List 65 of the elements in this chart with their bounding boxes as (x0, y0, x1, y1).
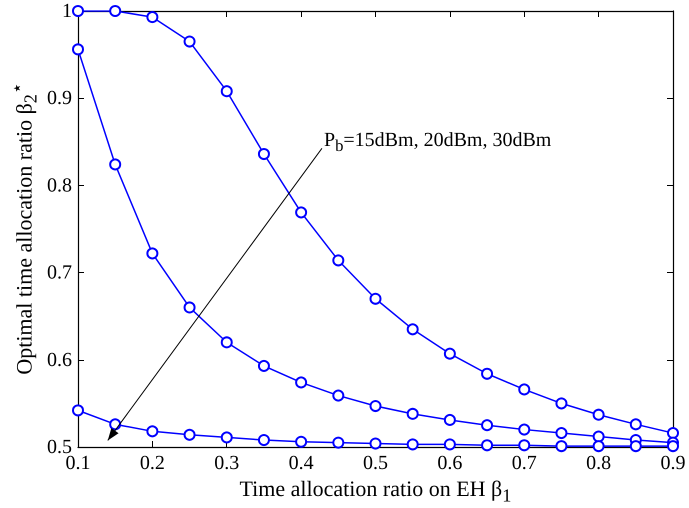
point (667, 440, 679, 452)
x-tick-label: 0.5 (363, 452, 388, 474)
point (406, 438, 419, 450)
x-tick-label: 0.4 (288, 452, 314, 474)
point (184, 36, 196, 48)
point (295, 376, 308, 388)
point (444, 348, 456, 360)
point (481, 419, 494, 432)
x-tick-label: 0.6 (437, 452, 462, 474)
point (481, 439, 494, 452)
point (332, 390, 344, 402)
y-tick-label: 0.6 (47, 348, 72, 371)
y-tick-label: 0.9 (47, 87, 72, 110)
point (146, 11, 158, 24)
point (370, 400, 382, 412)
point (146, 425, 158, 438)
point (109, 5, 122, 17)
point (72, 43, 84, 56)
point (184, 301, 196, 314)
y-tick-label: 1 (62, 0, 72, 22)
point (518, 424, 530, 436)
point (555, 427, 568, 440)
point (220, 85, 233, 98)
point (630, 418, 642, 430)
point (518, 383, 530, 396)
x-tick-label: 0.9 (660, 452, 686, 474)
point (295, 206, 308, 218)
y-tick-label: 0.7 (47, 262, 72, 284)
x-tick-label: 0.8 (586, 452, 612, 474)
point (406, 408, 419, 420)
point (370, 438, 382, 450)
point (72, 404, 84, 416)
point (518, 439, 530, 452)
point (630, 440, 642, 452)
x-tick-label: 0.1 (66, 452, 90, 474)
point (406, 323, 419, 336)
point (444, 438, 456, 450)
x-tick-label: 0.7 (512, 452, 537, 474)
point (592, 408, 605, 421)
point (258, 360, 270, 372)
point (481, 368, 494, 380)
point (332, 254, 344, 266)
point (109, 418, 122, 430)
x-axis-title: Time allocation ratio on EH β$_{1}$ (240, 476, 512, 506)
point (332, 436, 344, 449)
point (592, 430, 605, 443)
y-tick-label: 0.8 (47, 174, 72, 196)
point (555, 440, 568, 452)
point (258, 148, 270, 160)
point (146, 247, 158, 260)
point (555, 397, 568, 410)
annotation: P$_{b}$=15dBm, 20dBm, 30dBm (324, 128, 552, 156)
point (592, 440, 605, 452)
point (184, 428, 196, 441)
point (370, 292, 382, 305)
point (258, 434, 270, 446)
point (220, 431, 233, 444)
x-tick-label: 0.2 (140, 452, 165, 474)
point (295, 436, 308, 448)
x-tick-label: 0.3 (214, 452, 240, 474)
point (667, 427, 679, 440)
point (220, 336, 233, 348)
point (72, 5, 84, 17)
point (109, 158, 122, 170)
point (444, 414, 456, 426)
